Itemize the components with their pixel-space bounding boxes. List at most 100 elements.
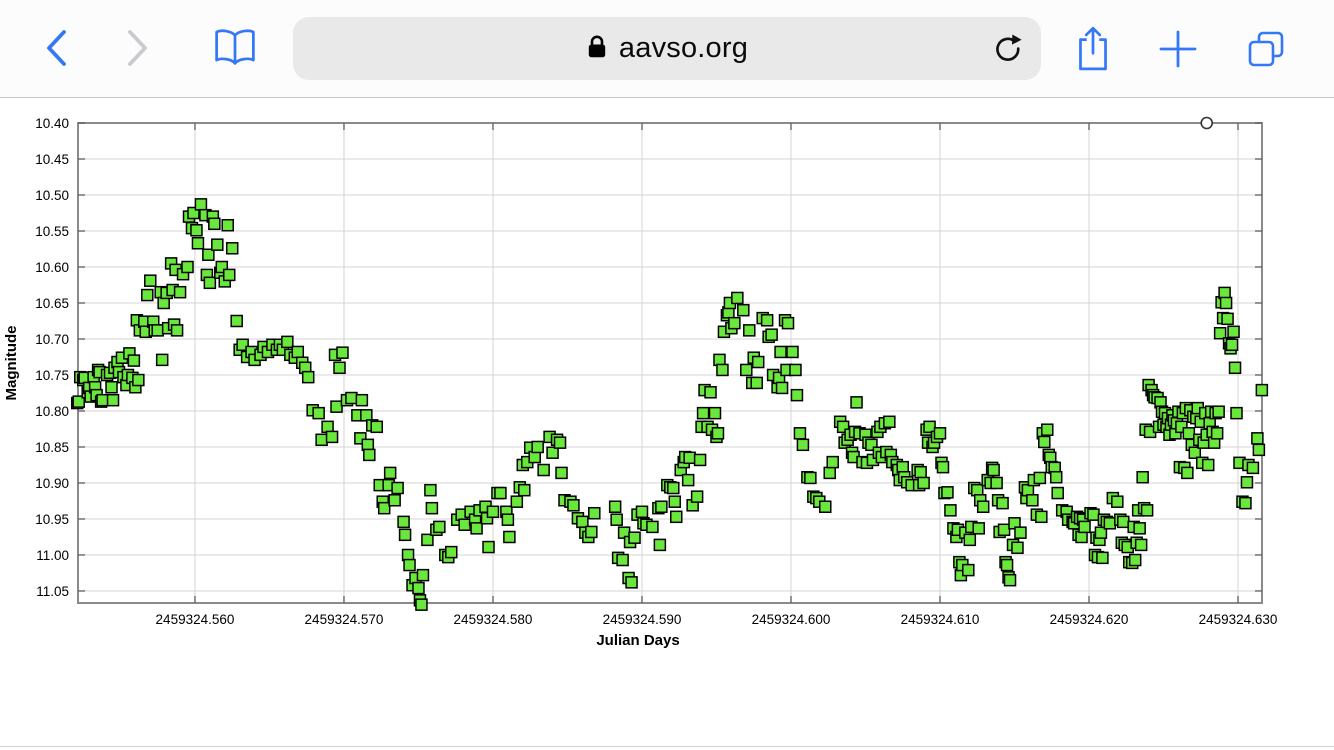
data-point (211, 238, 224, 251)
data-point (635, 505, 649, 519)
data-point (221, 218, 235, 232)
data-point (743, 324, 756, 337)
data-point (151, 324, 164, 337)
x-axis-title: Julian Days (596, 632, 679, 649)
data-point (1003, 573, 1017, 587)
data-point (690, 490, 704, 503)
data-point (1210, 427, 1224, 440)
data-point (416, 568, 430, 582)
data-point (765, 328, 778, 341)
data-point (1246, 461, 1260, 475)
bookmarks-button[interactable] (210, 27, 260, 69)
data-point (415, 598, 428, 611)
data-point (187, 206, 200, 220)
data-point (403, 558, 416, 572)
data-point (555, 466, 568, 480)
data-point (553, 436, 567, 449)
data-point (972, 522, 985, 535)
data-point (225, 242, 239, 255)
data-point (1239, 496, 1252, 510)
data-point (865, 438, 878, 452)
new-tab-button[interactable] (1158, 29, 1198, 69)
data-point (424, 483, 437, 497)
data-point (531, 440, 544, 454)
data-point (325, 430, 339, 444)
data-point (315, 433, 328, 447)
page-bottom-divider (0, 746, 1334, 747)
plus-icon (1158, 30, 1198, 72)
tabs-button[interactable] (1246, 29, 1286, 69)
data-point (987, 463, 1000, 477)
back-chevron-icon (42, 30, 70, 71)
data-point (1221, 312, 1234, 326)
data-point (501, 513, 515, 526)
data-point (1117, 515, 1130, 529)
data-point (655, 500, 668, 513)
data-point (433, 520, 446, 534)
data-point (826, 455, 839, 469)
data-point (105, 380, 118, 394)
y-tick-label: 11.00 (36, 548, 69, 563)
data-point (1049, 470, 1063, 484)
forward-button[interactable] (124, 28, 152, 68)
data-point (1251, 432, 1264, 445)
data-point (546, 446, 559, 459)
data-point (202, 248, 215, 262)
data-point (388, 494, 401, 507)
padlock-icon (586, 34, 608, 64)
data-point (383, 466, 397, 480)
x-tick-label: 2459324.600 (752, 612, 831, 627)
data-point (804, 471, 817, 485)
light-curve-chart: 2459324.560 2459324.570 2459324.580 2459324… (3, 116, 1277, 649)
data-point (750, 376, 763, 390)
data-point (1033, 471, 1047, 485)
data-point (1096, 551, 1109, 565)
data-point (425, 501, 439, 515)
data-point (281, 335, 294, 349)
data-point (962, 563, 975, 577)
open-circle-point (1200, 116, 1214, 130)
data-point (1011, 541, 1024, 555)
data-point (1026, 494, 1039, 507)
back-button[interactable] (42, 28, 70, 68)
data-point (72, 395, 85, 408)
share-button[interactable] (1074, 24, 1112, 72)
data-point (537, 463, 550, 477)
data-point (398, 528, 412, 542)
x-tick-label: 2459324.620 (1050, 612, 1129, 627)
data-point (1201, 458, 1215, 472)
data-point (1228, 361, 1242, 375)
data-point (836, 420, 850, 434)
data-point (667, 481, 680, 495)
data-point (345, 391, 358, 405)
data-point (1128, 553, 1142, 567)
data-point (377, 501, 391, 515)
data-point (1087, 508, 1100, 521)
y-tick-label: 10.55 (35, 224, 69, 239)
data-point (1181, 466, 1194, 480)
data-point (1252, 443, 1266, 457)
data-point (397, 515, 410, 529)
data-point (774, 345, 787, 359)
y-tick-label: 10.80 (35, 404, 69, 419)
data-point (301, 370, 315, 384)
data-point (1041, 423, 1054, 436)
data-point (1225, 338, 1239, 351)
data-point (681, 473, 695, 487)
data-point (781, 316, 795, 330)
data-point (1133, 522, 1146, 535)
data-point (370, 420, 384, 434)
data-point (1136, 470, 1149, 484)
y-tick-label: 10.60 (35, 260, 69, 275)
data-point (203, 276, 217, 290)
data-point (482, 540, 495, 554)
data-point (728, 316, 741, 330)
address-bar[interactable]: aavso.org (293, 17, 1041, 80)
y-tick-label: 10.75 (35, 368, 69, 383)
data-point (793, 427, 807, 440)
reload-button[interactable] (991, 32, 1025, 66)
data-point (194, 198, 208, 211)
data-point (944, 504, 957, 517)
data-point (653, 538, 667, 552)
data-point (610, 513, 623, 526)
